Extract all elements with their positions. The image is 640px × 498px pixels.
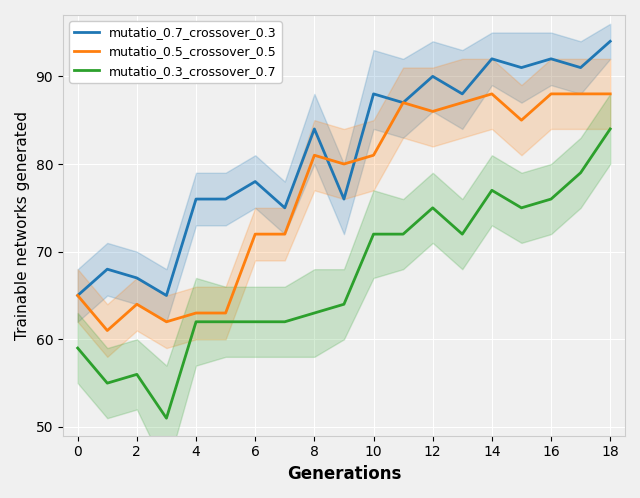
- mutatio_0.3_crossover_0.7: [458, 231, 466, 237]
- mutatio_0.7_crossover_0.3: [133, 275, 141, 281]
- Y-axis label: Trainable networks generated: Trainable networks generated: [15, 111, 30, 340]
- mutatio_0.5_crossover_0.5: [488, 91, 496, 97]
- mutatio_0.7_crossover_0.3: [104, 266, 111, 272]
- Line: mutatio_0.5_crossover_0.5: mutatio_0.5_crossover_0.5: [77, 94, 610, 331]
- mutatio_0.3_crossover_0.7: [104, 380, 111, 386]
- mutatio_0.3_crossover_0.7: [518, 205, 525, 211]
- mutatio_0.3_crossover_0.7: [370, 231, 378, 237]
- mutatio_0.7_crossover_0.3: [74, 292, 81, 298]
- mutatio_0.3_crossover_0.7: [340, 301, 348, 307]
- mutatio_0.5_crossover_0.5: [281, 231, 289, 237]
- mutatio_0.3_crossover_0.7: [74, 345, 81, 351]
- mutatio_0.3_crossover_0.7: [222, 319, 230, 325]
- mutatio_0.3_crossover_0.7: [429, 205, 436, 211]
- mutatio_0.3_crossover_0.7: [488, 187, 496, 193]
- mutatio_0.5_crossover_0.5: [399, 100, 407, 106]
- mutatio_0.3_crossover_0.7: [310, 310, 318, 316]
- mutatio_0.7_crossover_0.3: [310, 126, 318, 132]
- mutatio_0.7_crossover_0.3: [429, 73, 436, 79]
- mutatio_0.5_crossover_0.5: [133, 301, 141, 307]
- mutatio_0.7_crossover_0.3: [222, 196, 230, 202]
- mutatio_0.3_crossover_0.7: [547, 196, 555, 202]
- Legend: mutatio_0.7_crossover_0.3, mutatio_0.5_crossover_0.5, mutatio_0.3_crossover_0.7: mutatio_0.7_crossover_0.3, mutatio_0.5_c…: [69, 21, 282, 83]
- mutatio_0.5_crossover_0.5: [458, 100, 466, 106]
- mutatio_0.5_crossover_0.5: [222, 310, 230, 316]
- mutatio_0.3_crossover_0.7: [133, 372, 141, 377]
- mutatio_0.7_crossover_0.3: [547, 56, 555, 62]
- mutatio_0.7_crossover_0.3: [370, 91, 378, 97]
- mutatio_0.5_crossover_0.5: [340, 161, 348, 167]
- mutatio_0.5_crossover_0.5: [252, 231, 259, 237]
- mutatio_0.7_crossover_0.3: [606, 38, 614, 44]
- mutatio_0.3_crossover_0.7: [192, 319, 200, 325]
- Line: mutatio_0.3_crossover_0.7: mutatio_0.3_crossover_0.7: [77, 129, 610, 418]
- mutatio_0.3_crossover_0.7: [163, 415, 170, 421]
- mutatio_0.7_crossover_0.3: [340, 196, 348, 202]
- mutatio_0.5_crossover_0.5: [310, 152, 318, 158]
- mutatio_0.7_crossover_0.3: [458, 91, 466, 97]
- mutatio_0.5_crossover_0.5: [104, 328, 111, 334]
- mutatio_0.7_crossover_0.3: [518, 65, 525, 71]
- mutatio_0.7_crossover_0.3: [488, 56, 496, 62]
- mutatio_0.5_crossover_0.5: [577, 91, 584, 97]
- mutatio_0.3_crossover_0.7: [281, 319, 289, 325]
- mutatio_0.3_crossover_0.7: [577, 170, 584, 176]
- mutatio_0.3_crossover_0.7: [399, 231, 407, 237]
- mutatio_0.5_crossover_0.5: [547, 91, 555, 97]
- mutatio_0.3_crossover_0.7: [252, 319, 259, 325]
- mutatio_0.5_crossover_0.5: [606, 91, 614, 97]
- mutatio_0.7_crossover_0.3: [252, 179, 259, 185]
- mutatio_0.7_crossover_0.3: [399, 100, 407, 106]
- mutatio_0.5_crossover_0.5: [163, 319, 170, 325]
- mutatio_0.5_crossover_0.5: [74, 292, 81, 298]
- mutatio_0.5_crossover_0.5: [370, 152, 378, 158]
- mutatio_0.5_crossover_0.5: [429, 109, 436, 115]
- mutatio_0.7_crossover_0.3: [163, 292, 170, 298]
- mutatio_0.3_crossover_0.7: [606, 126, 614, 132]
- mutatio_0.7_crossover_0.3: [281, 205, 289, 211]
- mutatio_0.5_crossover_0.5: [192, 310, 200, 316]
- X-axis label: Generations: Generations: [287, 465, 401, 483]
- mutatio_0.5_crossover_0.5: [518, 117, 525, 123]
- mutatio_0.7_crossover_0.3: [577, 65, 584, 71]
- mutatio_0.7_crossover_0.3: [192, 196, 200, 202]
- Line: mutatio_0.7_crossover_0.3: mutatio_0.7_crossover_0.3: [77, 41, 610, 295]
